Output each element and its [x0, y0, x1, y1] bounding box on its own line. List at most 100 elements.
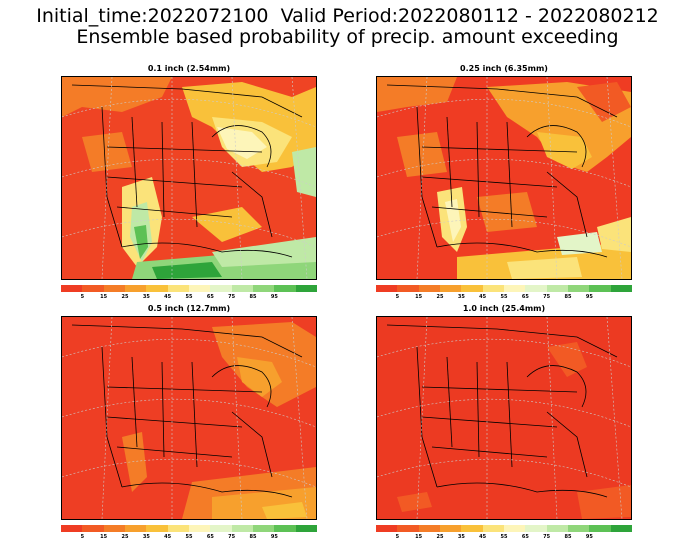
- colorbar-swatch: [439, 285, 462, 292]
- colorbar-swatch: [188, 525, 211, 532]
- colorbar-tick-label: 35: [142, 294, 150, 300]
- map-graphic: [377, 77, 631, 279]
- colorbar: [376, 285, 632, 292]
- colorbar-tick-label: 85: [564, 534, 572, 540]
- colorbar-swatch: [231, 525, 253, 532]
- colorbar-tick-label: 35: [457, 534, 465, 540]
- colorbar-swatch: [439, 525, 462, 532]
- colorbar-swatch: [503, 525, 526, 532]
- colorbar-swatch: [103, 525, 125, 532]
- colorbar-swatch: [567, 285, 590, 292]
- header-line1: Initial_time:2022072100 Valid Period:202…: [36, 5, 659, 27]
- colorbar-swatch: [461, 525, 483, 532]
- colorbar-swatch: [397, 285, 419, 292]
- map-graphic: [377, 317, 631, 519]
- colorbar-swatch: [546, 285, 568, 292]
- panel-title: 0.25 inch (6.35mm): [460, 64, 548, 73]
- colorbar-swatch: [610, 285, 632, 292]
- colorbar-swatch: [167, 525, 189, 532]
- colorbar-swatch: [567, 525, 590, 532]
- colorbar-tick-label: 55: [185, 294, 193, 300]
- colorbar-swatch: [146, 525, 168, 532]
- colorbar-swatch: [61, 525, 83, 532]
- probability-map: [61, 316, 317, 520]
- probability-map: [61, 76, 317, 280]
- probability-map: [376, 316, 632, 520]
- colorbar-labels: 5 15 25 35 45 55 65 75 85 95: [376, 534, 632, 543]
- colorbar-tick-label: 65: [206, 534, 214, 540]
- colorbar-swatch: [418, 525, 440, 532]
- colorbar-swatch: [210, 525, 232, 532]
- colorbar-tick-label: 5: [80, 534, 85, 540]
- panel-title: 0.5 inch (12.7mm): [147, 304, 231, 313]
- probability-map: [376, 76, 632, 280]
- header-line2: Ensemble based probability of precip. am…: [76, 26, 619, 48]
- colorbar-swatch: [274, 525, 296, 532]
- colorbar-tick-label: 25: [121, 534, 129, 540]
- colorbar-swatch: [82, 285, 104, 292]
- colorbar-swatch: [82, 525, 104, 532]
- colorbar-swatch: [525, 525, 547, 532]
- colorbar-swatch: [295, 525, 317, 532]
- colorbar-tick-label: 95: [270, 294, 278, 300]
- colorbar-labels: 5 15 25 35 45 55 65 75 85 95: [61, 534, 317, 543]
- colorbar-swatch: [397, 525, 419, 532]
- colorbar-tick-label: 85: [249, 294, 257, 300]
- colorbar-swatch: [610, 525, 632, 532]
- panel-title: 1.0 inch (25.4mm): [462, 304, 546, 313]
- colorbar-tick-label: 45: [479, 294, 487, 300]
- colorbar-tick-label: 5: [80, 294, 85, 300]
- colorbar-tick-label: 65: [521, 294, 529, 300]
- colorbar-swatch: [103, 285, 125, 292]
- colorbar-swatch: [188, 285, 211, 292]
- colorbar-tick-label: 35: [142, 534, 150, 540]
- colorbar-tick-label: 15: [100, 294, 108, 300]
- colorbar-swatch: [589, 285, 611, 292]
- colorbar-tick-label: 65: [521, 534, 529, 540]
- colorbar-tick-label: 95: [270, 534, 278, 540]
- colorbar-tick-label: 85: [249, 534, 257, 540]
- colorbar-tick-label: 5: [395, 534, 400, 540]
- colorbar-swatch: [252, 285, 275, 292]
- colorbar-swatch: [124, 525, 147, 532]
- colorbar-tick-label: 55: [500, 534, 508, 540]
- colorbar-swatch: [210, 285, 232, 292]
- colorbar: [61, 525, 317, 532]
- colorbar-swatch: [589, 525, 611, 532]
- colorbar-tick-label: 15: [415, 294, 423, 300]
- colorbar-tick-label: 35: [457, 294, 465, 300]
- colorbar-swatch: [124, 285, 147, 292]
- colorbar-swatch: [525, 285, 547, 292]
- colorbar-labels: 5 15 25 35 45 55 65 75 85 95: [376, 294, 632, 303]
- colorbar-swatch: [546, 525, 568, 532]
- colorbar-tick-label: 65: [206, 294, 214, 300]
- colorbar-tick-label: 75: [228, 534, 236, 540]
- colorbar-tick-label: 55: [185, 534, 193, 540]
- colorbar: [376, 525, 632, 532]
- colorbar: [61, 285, 317, 292]
- colorbar-swatch: [295, 285, 317, 292]
- colorbar-tick-label: 25: [436, 534, 444, 540]
- colorbar-tick-label: 5: [395, 294, 400, 300]
- panel-title: 0.1 inch (2.54mm): [147, 64, 231, 73]
- colorbar-swatch: [418, 285, 440, 292]
- colorbar-tick-label: 95: [585, 294, 593, 300]
- colorbar-swatch: [252, 525, 275, 532]
- colorbar-swatch: [231, 285, 253, 292]
- colorbar-swatch: [376, 525, 398, 532]
- colorbar-tick-label: 75: [543, 294, 551, 300]
- colorbar-tick-label: 95: [585, 534, 593, 540]
- colorbar-swatch: [461, 285, 483, 292]
- colorbar-tick-label: 85: [564, 294, 572, 300]
- colorbar-swatch: [167, 285, 189, 292]
- colorbar-tick-label: 15: [415, 534, 423, 540]
- colorbar-tick-label: 25: [436, 294, 444, 300]
- colorbar-tick-label: 45: [164, 294, 172, 300]
- colorbar-tick-label: 75: [228, 294, 236, 300]
- colorbar-swatch: [274, 285, 296, 292]
- colorbar-tick-label: 45: [479, 534, 487, 540]
- map-graphic: [62, 77, 316, 279]
- map-graphic: [62, 317, 316, 519]
- colorbar-tick-label: 15: [100, 534, 108, 540]
- colorbar-swatch: [482, 285, 504, 292]
